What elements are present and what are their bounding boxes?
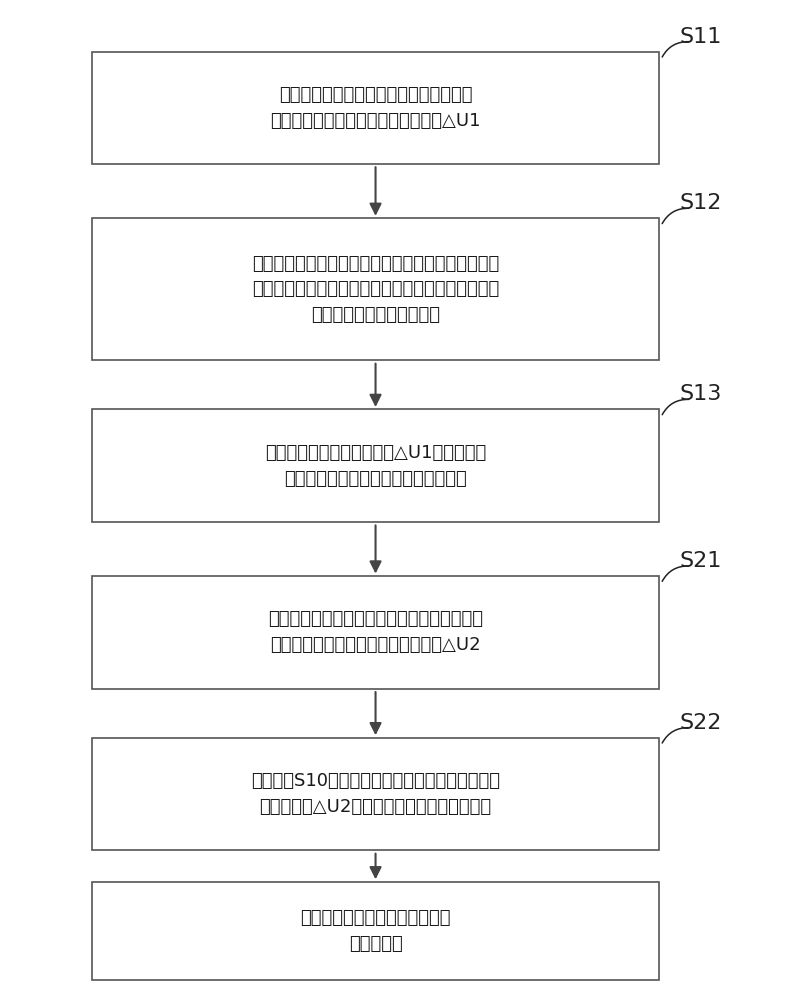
Text: 获取所述电源管理电路给所述恒流源电路断开
供电情况下，所述电阻两端的电压差△U2: 获取所述电源管理电路给所述恒流源电路断开 供电情况下，所述电阻两端的电压差△U2	[268, 610, 483, 654]
Text: 根据所述电阻两端的电压差△U1和所述恒流
源电路的电流值，计算所述电阻的阻值: 根据所述电阻两端的电压差△U1和所述恒流 源电路的电流值，计算所述电阻的阻值	[265, 444, 486, 488]
Text: 获取所述电源管理电路给所述恒流源电路
供电情况下，所述电阻两端的电压差△U1: 获取所述电源管理电路给所述恒流源电路 供电情况下，所述电阻两端的电压差△U1	[270, 86, 481, 130]
Text: S12: S12	[680, 193, 722, 213]
Text: 通过库伦积分法计算所述电池的
当前电容量: 通过库伦积分法计算所述电池的 当前电容量	[300, 909, 451, 953]
Text: 根据步骤S10计算的所述电阻的阻值和所述电阻两
端的电压差△U2，计算经过所述电阻的电流值: 根据步骤S10计算的所述电阻的阻值和所述电阻两 端的电压差△U2，计算经过所述电…	[251, 772, 500, 816]
Bar	[92, 738, 658, 850]
Text: 读取所述电源管理电路给所述恒流源电路供电情况下
，所述恒流源电路的电流值后，断开所述电源管理电
路给所述恒流源电路的供电: 读取所述电源管理电路给所述恒流源电路供电情况下 ，所述恒流源电路的电流值后，断开…	[252, 255, 499, 324]
Bar	[92, 882, 658, 980]
Text: S13: S13	[680, 384, 722, 404]
Bar	[92, 576, 658, 689]
Text: S11: S11	[680, 27, 722, 47]
Text: S22: S22	[680, 713, 722, 733]
Bar	[92, 409, 658, 522]
Bar	[92, 218, 658, 360]
Text: S21: S21	[680, 551, 722, 571]
Bar	[92, 52, 658, 164]
